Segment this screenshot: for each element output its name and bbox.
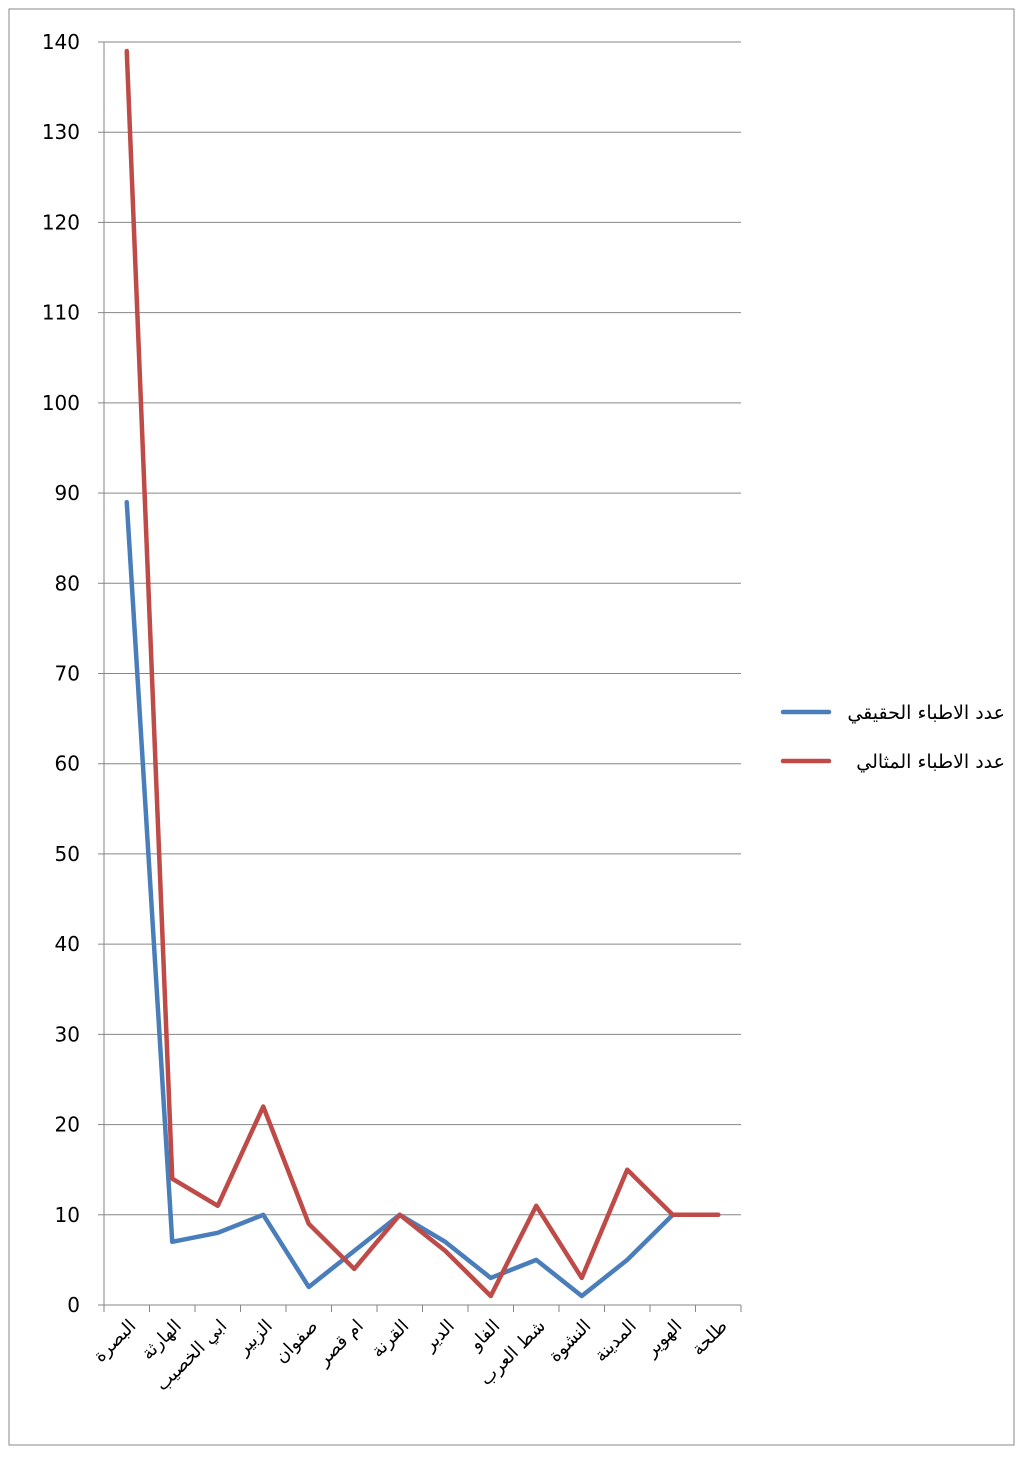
legend-label: عدد الاطباء المثالي xyxy=(856,751,1005,773)
y-tick-label: 90 xyxy=(55,481,80,505)
y-tick-label: 80 xyxy=(55,571,80,595)
y-tick-label: 140 xyxy=(42,30,80,54)
y-tick-label: 130 xyxy=(42,120,80,144)
y-tick-label: 110 xyxy=(42,301,80,325)
y-tick-label: 60 xyxy=(55,752,80,776)
legend-label: عدد الاطباء الحقيقي xyxy=(847,702,1005,724)
series-line-2 xyxy=(124,48,721,1299)
y-tick-label: 30 xyxy=(55,1022,80,1046)
y-tick-label: 100 xyxy=(42,391,80,415)
y-tick-label: 0 xyxy=(67,1293,80,1317)
chart-border xyxy=(8,8,1015,1446)
y-axis-ticks: 0 10 20 30 40 50 60 70 80 90 100 110 120 130 140 xyxy=(42,30,104,1317)
series-lines xyxy=(124,48,721,1299)
y-tick-label: 120 xyxy=(42,210,80,234)
y-tick-label: 20 xyxy=(55,1113,80,1137)
y-tick-label: 70 xyxy=(55,662,80,686)
y-tick-label: 10 xyxy=(55,1203,80,1227)
gridlines xyxy=(104,41,741,1216)
series-line-1 xyxy=(124,499,721,1299)
y-tick-label: 40 xyxy=(55,932,80,956)
legend: عدد الاطباء الحقيقي عدد الاطباء المثالي xyxy=(780,702,1005,773)
y-tick-label: 50 xyxy=(55,842,80,866)
